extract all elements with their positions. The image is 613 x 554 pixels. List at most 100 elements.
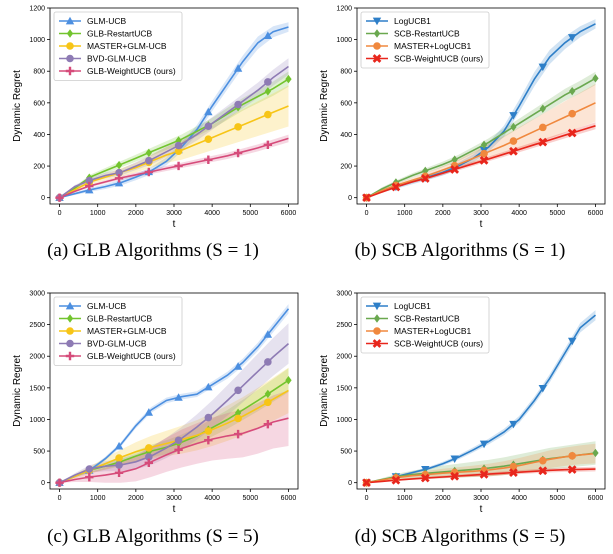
x-tick-label: 2000 bbox=[128, 495, 144, 502]
x-tick-label: 6000 bbox=[281, 210, 297, 217]
legend-label: BVD-GLM-UCB bbox=[87, 339, 147, 349]
data-point bbox=[115, 454, 123, 462]
x-axis-label: t bbox=[480, 504, 483, 515]
series-markers bbox=[55, 330, 292, 487]
x-tick-label: 1000 bbox=[90, 210, 106, 217]
data-point bbox=[480, 149, 488, 158]
legend-marker bbox=[372, 302, 382, 311]
series-line-3 bbox=[366, 125, 596, 199]
data-point bbox=[479, 440, 489, 449]
y-tick-label: 400 bbox=[340, 132, 352, 139]
x-tick-label: 6000 bbox=[588, 210, 604, 217]
data-point bbox=[539, 456, 547, 465]
x-tick-label: 4000 bbox=[204, 210, 220, 217]
data-point bbox=[510, 122, 517, 132]
legend-label: MASTER+GLM-UCB bbox=[87, 41, 167, 51]
caption-b: (b) SCB Algorithms (S = 1) bbox=[354, 240, 566, 261]
data-point bbox=[144, 167, 154, 177]
data-point bbox=[233, 429, 243, 439]
y-tick-label: 400 bbox=[33, 132, 45, 139]
x-tick-label: 0 bbox=[58, 495, 62, 502]
data-point bbox=[204, 413, 213, 422]
legend-marker bbox=[65, 301, 75, 310]
series-line-0 bbox=[59, 26, 289, 199]
y-tick-label: 3000 bbox=[29, 291, 45, 298]
legend-label: GLM-UCB bbox=[87, 16, 127, 26]
band-0 bbox=[59, 22, 289, 198]
series-line-3 bbox=[59, 65, 289, 199]
y-axis-label: Dynamic Regret bbox=[12, 355, 23, 427]
data-point bbox=[450, 471, 460, 481]
x-tick-label: 5000 bbox=[243, 210, 259, 217]
data-point bbox=[592, 448, 599, 458]
data-point bbox=[539, 104, 546, 113]
legend-label: BVD-GLM-UCB bbox=[87, 54, 147, 64]
data-point bbox=[204, 435, 213, 445]
data-point bbox=[567, 34, 577, 42]
legend-marker bbox=[372, 339, 382, 348]
series-lines bbox=[59, 308, 290, 484]
data-point bbox=[263, 419, 273, 429]
data-point bbox=[263, 140, 273, 150]
x-tick-label: 4000 bbox=[511, 210, 527, 217]
x-tick-label: 2000 bbox=[435, 495, 451, 502]
data-point bbox=[204, 155, 213, 164]
legend-marker bbox=[372, 17, 382, 26]
x-tick-label: 2000 bbox=[435, 210, 451, 217]
x-tick-label: 1000 bbox=[90, 495, 106, 502]
series-markers bbox=[362, 337, 599, 488]
legend-label: MASTER+LogUCB1 bbox=[394, 41, 472, 51]
y-tick-label: 2000 bbox=[29, 354, 45, 361]
data-point bbox=[391, 475, 401, 485]
series-line-2 bbox=[59, 105, 289, 199]
y-tick-label: 500 bbox=[340, 449, 352, 456]
band-4 bbox=[59, 390, 289, 483]
y-tick-label: 1200 bbox=[336, 6, 352, 13]
y-tick-label: 600 bbox=[33, 100, 45, 107]
x-tick-label: 5000 bbox=[243, 495, 259, 502]
data-point bbox=[114, 178, 124, 187]
y-tick-label: 0 bbox=[348, 195, 352, 202]
panel-c: 0 1000 2000 3000 4000 5000 6000 0 500 1000 1500 200… bbox=[0, 285, 306, 520]
x-tick-label: 3000 bbox=[166, 495, 182, 502]
data-point bbox=[114, 468, 124, 478]
legend-box bbox=[360, 296, 490, 354]
legend-label: SCB-WeightUCB (ours) bbox=[394, 54, 483, 64]
x-tick-label: 0 bbox=[365, 210, 369, 217]
x-tick-label: 5000 bbox=[550, 210, 566, 217]
legend: LogUCB1 SCB-RestartUCB MASTER+LogUCB1 SCB-W… bbox=[360, 296, 490, 354]
data-point bbox=[509, 462, 518, 471]
data-point bbox=[234, 386, 242, 395]
data-point bbox=[115, 160, 123, 170]
y-tick-label: 0 bbox=[41, 195, 45, 202]
data-point bbox=[233, 64, 243, 72]
legend-label: MASTER+GLM-UCB bbox=[87, 326, 167, 336]
data-point bbox=[509, 420, 518, 429]
y-tick-label: 1000 bbox=[336, 37, 352, 44]
series-line-0 bbox=[366, 314, 597, 484]
data-point bbox=[233, 148, 243, 158]
y-tick-label: 600 bbox=[340, 100, 352, 107]
legend-marker bbox=[65, 16, 75, 25]
y-tick-label: 1000 bbox=[336, 417, 352, 424]
data-point bbox=[509, 468, 518, 477]
data-point bbox=[174, 436, 183, 445]
y-tick-label: 1500 bbox=[336, 385, 352, 392]
legend-marker bbox=[66, 29, 74, 38]
data-point bbox=[264, 398, 272, 407]
data-point bbox=[144, 408, 154, 416]
data-point bbox=[264, 110, 272, 119]
y-tick-label: 1000 bbox=[29, 417, 45, 424]
chart-c: 0 1000 2000 3000 4000 5000 6000 0 500 1000 1500 200… bbox=[12, 291, 299, 515]
data-point bbox=[538, 137, 548, 147]
panel-d: 0 1000 2000 3000 4000 5000 6000 0 500 1000 1500 200… bbox=[307, 285, 613, 520]
legend-label: SCB-RestartUCB bbox=[394, 314, 460, 324]
axes: 0 1000 2000 3000 4000 5000 6000 0 200 400 600 800 10… bbox=[12, 6, 299, 230]
x-axis-label: t bbox=[173, 219, 176, 230]
x-tick-label: 5000 bbox=[550, 495, 566, 502]
legend-marker bbox=[66, 339, 74, 348]
x-tick-label: 3000 bbox=[473, 495, 489, 502]
x-tick-label: 6000 bbox=[588, 495, 604, 502]
data-point bbox=[174, 141, 183, 150]
y-tick-label: 800 bbox=[340, 69, 352, 76]
